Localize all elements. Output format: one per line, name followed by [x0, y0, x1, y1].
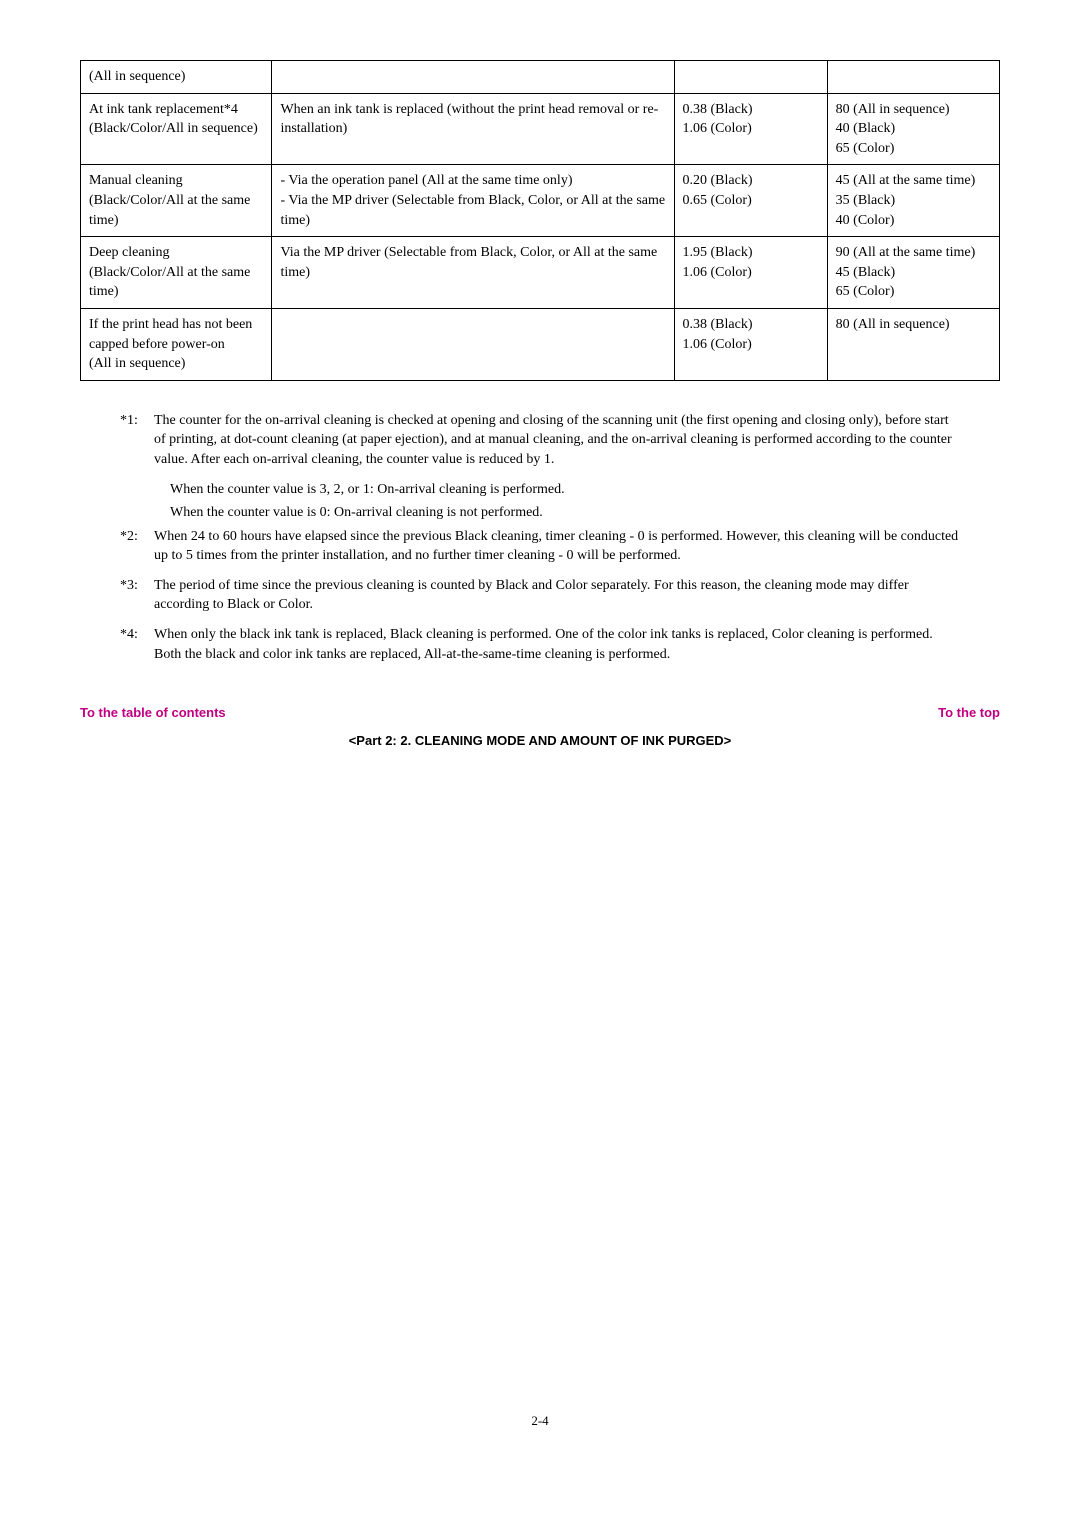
note-label: *2:: [120, 527, 154, 566]
top-link[interactable]: To the top: [938, 704, 1000, 722]
table-cell: [272, 308, 674, 380]
note-body: The counter for the on-arrival cleaning …: [154, 411, 960, 470]
table-cell: Deep cleaning(Black/Color/All at the sam…: [81, 237, 272, 309]
table-cell: 1.95 (Black)1.06 (Color): [674, 237, 827, 309]
note-2: *2: When 24 to 60 hours have elapsed sin…: [120, 527, 960, 566]
note-body: The period of time since the previous cl…: [154, 576, 960, 615]
toc-link[interactable]: To the table of contents: [80, 704, 226, 722]
table-cell: Manual cleaning(Black/Color/All at the s…: [81, 165, 272, 237]
table-cell: 45 (All at the same time)35 (Black)40 (C…: [827, 165, 999, 237]
page-number: 2-4: [80, 1412, 1000, 1430]
notes-section: *1: The counter for the on-arrival clean…: [120, 411, 960, 665]
note-4: *4: When only the black ink tank is repl…: [120, 625, 960, 664]
table-cell: Via the MP driver (Selectable from Black…: [272, 237, 674, 309]
table-row: Deep cleaning(Black/Color/All at the sam…: [81, 237, 1000, 309]
table-cell: 90 (All at the same time)45 (Black)65 (C…: [827, 237, 999, 309]
note-sub: When the counter value is 0: On-arrival …: [170, 503, 960, 523]
table-cell: 80 (All in sequence): [827, 308, 999, 380]
table-cell: 80 (All in sequence)40 (Black)65 (Color): [827, 93, 999, 165]
table-cell: [674, 61, 827, 94]
table-cell: [827, 61, 999, 94]
table-row: Manual cleaning(Black/Color/All at the s…: [81, 165, 1000, 237]
table-cell: (All in sequence): [81, 61, 272, 94]
note-1: *1: The counter for the on-arrival clean…: [120, 411, 960, 470]
table-row: At ink tank replacement*4(Black/Color/Al…: [81, 93, 1000, 165]
note-3: *3: The period of time since the previou…: [120, 576, 960, 615]
table-cell: [272, 61, 674, 94]
table-row: (All in sequence): [81, 61, 1000, 94]
note-body: When only the black ink tank is replaced…: [154, 625, 960, 664]
table-cell: When an ink tank is replaced (without th…: [272, 93, 674, 165]
part-title: <Part 2: 2. CLEANING MODE AND AMOUNT OF …: [80, 732, 1000, 750]
table-cell: 0.20 (Black)0.65 (Color): [674, 165, 827, 237]
table-row: If the print head has not been capped be…: [81, 308, 1000, 380]
note-body: When 24 to 60 hours have elapsed since t…: [154, 527, 960, 566]
note-label: *3:: [120, 576, 154, 615]
table-cell: - Via the operation panel (All at the sa…: [272, 165, 674, 237]
footer-links: To the table of contents To the top: [80, 704, 1000, 722]
note-sub: When the counter value is 3, 2, or 1: On…: [170, 480, 960, 500]
table-cell: If the print head has not been capped be…: [81, 308, 272, 380]
table-cell: At ink tank replacement*4(Black/Color/Al…: [81, 93, 272, 165]
table-cell: 0.38 (Black)1.06 (Color): [674, 308, 827, 380]
note-label: *1:: [120, 411, 154, 470]
cleaning-table: (All in sequence) At ink tank replacemen…: [80, 60, 1000, 381]
note-label: *4:: [120, 625, 154, 664]
table-cell: 0.38 (Black)1.06 (Color): [674, 93, 827, 165]
